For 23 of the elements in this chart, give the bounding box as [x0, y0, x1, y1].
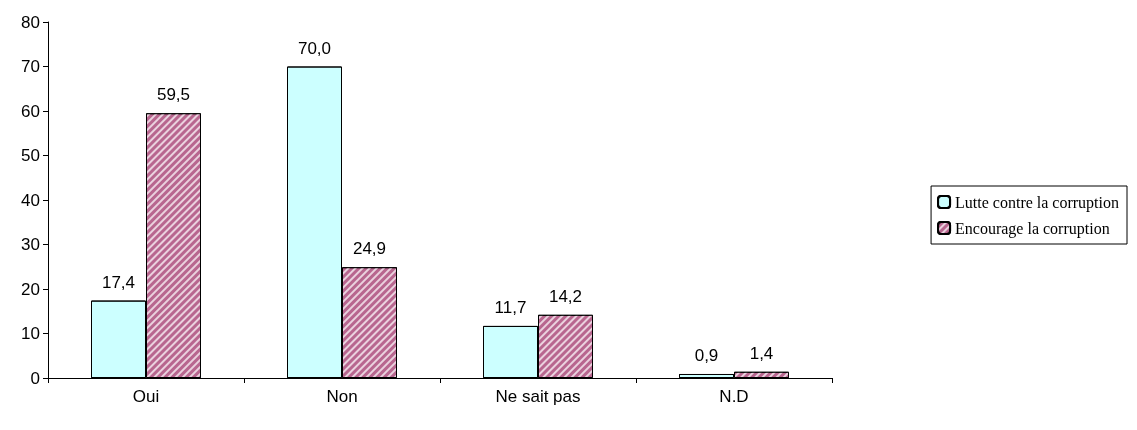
data-label: 24,9 — [352, 239, 387, 259]
x-tick-label: Oui — [132, 387, 160, 406]
y-tick-label: 70 — [21, 57, 40, 76]
legend-label: Lutte contre la corruption — [955, 193, 1119, 212]
data-label: 0,9 — [694, 345, 719, 365]
y-tick-label: 50 — [21, 146, 40, 165]
legend-label: Encourage la corruption — [955, 219, 1110, 238]
data-label: 11,7 — [494, 297, 527, 317]
data-label: 59,5 — [156, 85, 191, 105]
y-tick-label: 60 — [21, 101, 40, 121]
y-tick-label: 80 — [21, 12, 40, 32]
x-tick-label: Non — [326, 387, 358, 406]
data-label: 70,0 — [297, 38, 332, 58]
y-tick-label: 10 — [21, 324, 40, 343]
y-tick-label: 30 — [21, 235, 40, 254]
x-tick-label: Ne sait pas — [495, 387, 581, 406]
data-label: 14,2 — [548, 286, 583, 306]
data-label: 1,4 — [749, 343, 774, 363]
data-label: 17,4 — [101, 272, 136, 292]
y-tick-label: 0 — [30, 368, 40, 388]
y-tick-label: 20 — [21, 279, 40, 299]
x-tick-label: N.D — [719, 387, 749, 406]
y-tick-label: 40 — [21, 190, 40, 210]
